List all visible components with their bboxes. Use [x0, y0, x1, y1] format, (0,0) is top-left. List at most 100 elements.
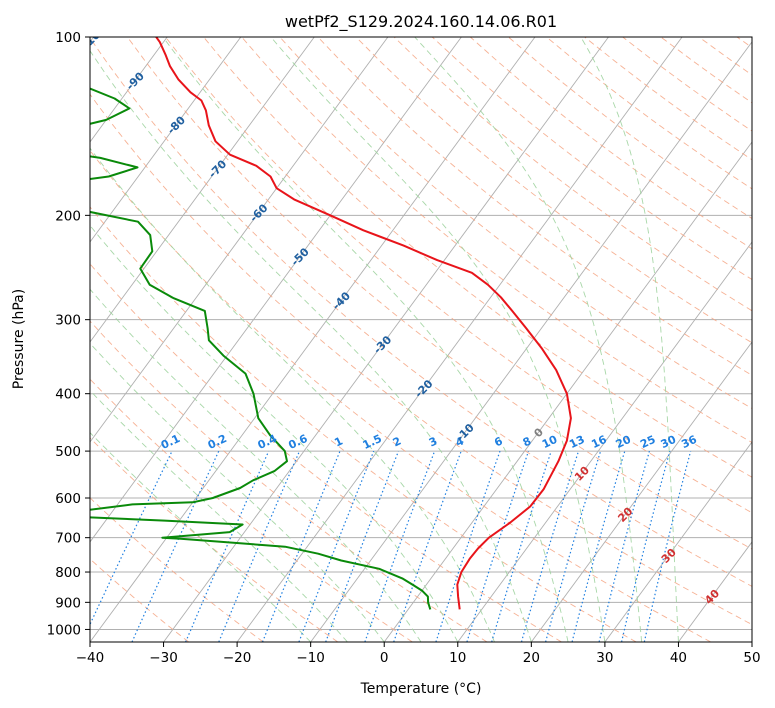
- y-tick-label: 200: [55, 208, 81, 224]
- dry-adiabat: [90, 378, 413, 642]
- temperature-profile-line: [155, 37, 572, 610]
- dry-adiabat: [165, 37, 752, 514]
- mixing-ratio-line: [364, 450, 436, 642]
- mixing-ratio-label: 0.1: [159, 432, 182, 452]
- isotherm-line: [90, 37, 168, 143]
- dry-adiabat: [90, 37, 752, 587]
- isotherm-line: [383, 141, 752, 642]
- mixing-ratio-label: 10: [540, 433, 560, 451]
- dry-adiabat: [508, 37, 752, 220]
- mixing-ratio-label: 16: [589, 433, 609, 451]
- moist-adiabat: [414, 37, 643, 642]
- mixing-ratio-label: 36: [679, 433, 699, 451]
- isotherm-label: -50: [289, 245, 312, 268]
- mixing-ratio-line: [435, 450, 501, 642]
- y-tick-label: 600: [55, 491, 81, 507]
- moist-adiabat: [90, 49, 532, 642]
- y-tick-label: 400: [55, 387, 81, 403]
- y-tick-label: 700: [55, 531, 81, 547]
- dewpoint-profile-line: [90, 87, 432, 610]
- x-tick-label: 20: [523, 650, 540, 666]
- mixing-ratio-label: 3: [427, 434, 439, 449]
- isotherm-label: -70: [206, 157, 229, 180]
- moist-adiabat: [90, 431, 312, 642]
- mixing-ratio-line: [261, 450, 341, 642]
- mixing-ratio-line: [545, 450, 602, 642]
- mixing-ratio-label: 20: [614, 433, 634, 451]
- x-tick-label: −40: [76, 650, 105, 666]
- y-tick-label: 300: [55, 313, 81, 329]
- mixing-ratio-label: 0.4: [256, 432, 279, 452]
- mixing-ratio-label: 1: [332, 434, 344, 449]
- moist-adiabat: [270, 37, 606, 642]
- isotherm-line: [751, 641, 752, 642]
- mixing-ratio-line: [520, 450, 580, 642]
- moist-adiabat: [580, 37, 679, 642]
- isotherm-line: [90, 37, 315, 343]
- y-tick-label: 800: [55, 565, 81, 581]
- mixing-ratio-line: [298, 450, 375, 642]
- dry-adiabat: [546, 37, 752, 190]
- dry-adiabat: [470, 37, 752, 250]
- y-tick-label: 100: [55, 30, 81, 46]
- mixing-ratio-line: [185, 450, 270, 642]
- isotherm-label: 40: [702, 587, 722, 607]
- dry-adiabat: [90, 263, 562, 642]
- x-tick-label: 10: [449, 650, 466, 666]
- dry-adiabat: [127, 37, 752, 550]
- isotherm-label: -80: [165, 113, 188, 136]
- dry-adiabat: [90, 149, 712, 642]
- dry-adiabat: [90, 497, 264, 642]
- mixing-ratio-line: [643, 450, 692, 642]
- y-tick-label: 900: [55, 595, 81, 611]
- mixing-ratio-line: [218, 450, 301, 642]
- x-tick-label: −10: [296, 650, 325, 666]
- x-axis-label: Temperature (°C): [360, 681, 482, 697]
- moist-adiabat: [90, 288, 422, 642]
- dry-adiabat: [317, 37, 752, 376]
- dry-adiabat: [431, 37, 752, 280]
- dry-adiabat: [393, 37, 752, 312]
- mixing-ratio-line: [90, 450, 173, 626]
- y-axis-label: Pressure (hPa): [11, 289, 27, 389]
- moist-adiabat: [90, 224, 459, 642]
- moist-adiabat: [90, 147, 496, 642]
- grid-layer: [90, 37, 752, 642]
- isotherm-label: -40: [330, 289, 353, 312]
- dry-adiabat: [698, 37, 752, 76]
- x-tick-label: −20: [223, 650, 252, 666]
- isotherm-line: [530, 341, 752, 642]
- dry-adiabat: [660, 37, 752, 104]
- isotherm-line: [90, 37, 389, 443]
- x-tick-label: 30: [596, 650, 613, 666]
- mixing-ratio-label: 25: [638, 433, 657, 451]
- mixing-ratio-line: [393, 450, 462, 642]
- x-tick-label: 0: [380, 650, 389, 666]
- isotherm-label: 10: [572, 464, 592, 484]
- mixing-ratio-line: [491, 450, 552, 642]
- isotherm-label: -20: [412, 377, 435, 400]
- dry-adiabat: [90, 206, 637, 642]
- isotherm-line: [163, 37, 609, 642]
- mixing-ratio-label: 0.2: [206, 432, 229, 452]
- mixing-ratio-line: [131, 450, 220, 642]
- mixing-ratio-line: [598, 450, 650, 642]
- isotherm-line: [90, 37, 536, 642]
- moist-adiabat: [90, 389, 348, 642]
- axes: −40 −30 −20 −10 0 10 20 30 40 50 100 200 300 400 500 60…: [47, 30, 761, 666]
- mixing-ratio-line: [621, 450, 671, 642]
- mixing-ratio-line: [325, 450, 400, 642]
- x-tick-label: 40: [670, 650, 687, 666]
- dry-adiabat: [279, 37, 752, 410]
- isotherm-label: 20: [615, 505, 635, 525]
- moist-adiabat: [162, 37, 569, 642]
- plot-frame: [89, 36, 753, 643]
- moist-adiabat: [90, 342, 385, 642]
- mixing-ratio-line: [466, 450, 530, 642]
- dry-adiabat: [90, 93, 752, 626]
- y-tick-label: 1000: [47, 622, 81, 638]
- mixing-ratio-label: 13: [567, 433, 586, 451]
- isotherm-line: [457, 241, 752, 642]
- dry-adiabat: [736, 37, 752, 49]
